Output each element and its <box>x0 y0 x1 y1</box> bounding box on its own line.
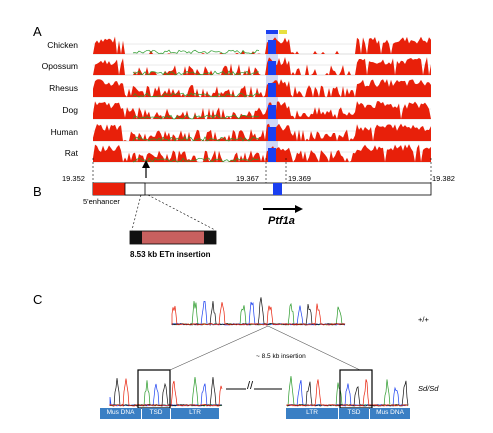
box-ltr-left <box>171 408 219 419</box>
chromatogram-trace <box>109 377 223 407</box>
panel-b-letter: B <box>33 184 42 199</box>
conservation-tracks <box>93 30 431 163</box>
conservation-profile-5 <box>93 144 431 162</box>
chromatograms <box>100 297 410 419</box>
panel-c-letter: C <box>33 292 43 307</box>
sequence-break-mark: // <box>246 380 255 392</box>
chromatogram-trace <box>286 380 409 407</box>
ptf1a-exon <box>273 183 282 195</box>
coord-start: 19.352 <box>62 174 85 183</box>
chromatogram-trace <box>171 297 346 326</box>
conservation-profile-4 <box>93 123 431 141</box>
locus-diagram <box>92 158 432 245</box>
panel-a-letter: A <box>33 24 42 39</box>
species-label-human: Human <box>50 127 78 137</box>
exon-conservation-5 <box>268 148 276 162</box>
conservation-profile-3 <box>93 101 431 119</box>
gene-direction-arrow <box>295 205 303 213</box>
coord-exon-start: 19.367 <box>236 174 259 183</box>
chromatogram-trace <box>287 376 409 407</box>
box-tsd-right <box>339 408 369 419</box>
chromatogram-trace <box>171 302 346 327</box>
chromatogram-trace <box>109 378 223 408</box>
box-mus-dna-left <box>100 408 141 419</box>
insertion-label: 8.53 kb ETn insertion <box>130 250 211 259</box>
box-label-ltr-left: LTR <box>189 409 201 416</box>
species-label-rat: Rat <box>64 148 78 158</box>
coord-end: 19.382 <box>432 174 455 183</box>
chromatogram-trace <box>286 379 409 407</box>
species-label-rhesus: Rhesus <box>49 83 78 93</box>
etn-insertion-box <box>129 230 217 245</box>
exon-marker <box>266 30 278 34</box>
insertion-size-note: ~ 8.5 kb insertion <box>256 353 306 360</box>
noncoding-signal-1 <box>132 70 260 76</box>
exon-conservation-1 <box>268 61 276 75</box>
exon-conservation-4 <box>268 127 276 141</box>
box-ltr-right <box>286 408 338 419</box>
tsd-highlight-left <box>137 369 171 409</box>
noncoding-signal-2 <box>132 92 260 98</box>
species-label-chicken: Chicken <box>47 40 78 50</box>
box-label-mus-dna-right: Mus DNA <box>376 409 404 416</box>
noncoding-signal-4 <box>132 136 260 142</box>
genotype-wt-label: +/+ <box>418 315 429 324</box>
conservation-profile-2 <box>93 79 431 97</box>
coord-exon-end: 19.369 <box>288 174 311 183</box>
conservation-profile-1 <box>93 57 431 75</box>
genotype-mut-label: Sd/Sd <box>418 384 439 393</box>
box-label-tsd-left: TSD <box>149 409 163 416</box>
exon-marker-yellow <box>279 30 287 34</box>
box-tsd-left <box>142 408 170 419</box>
exon-conservation-3 <box>268 105 276 119</box>
gene-label: Ptf1a <box>268 215 295 227</box>
chromatogram-trace <box>109 377 223 407</box>
enhancer-block <box>93 183 125 195</box>
conservation-profile-0 <box>93 36 431 54</box>
noncoding-signal-5 <box>132 157 260 163</box>
insertion-arrow <box>142 160 150 168</box>
exon-conservation-2 <box>268 83 276 97</box>
species-label-dog: Dog <box>62 105 78 115</box>
box-mus-dna-right <box>370 408 410 419</box>
box-label-mus-dna-left: Mus DNA <box>106 409 135 416</box>
enhancer-label: 5'enhancer <box>83 197 120 206</box>
box-label-tsd-right: TSD <box>347 409 361 416</box>
noncoding-signal-0 <box>132 49 260 55</box>
box-label-ltr-right: LTR <box>306 409 318 416</box>
species-label-opossum: Opossum <box>41 61 78 71</box>
noncoding-signal-3 <box>132 114 260 120</box>
exon-conservation-0 <box>268 40 276 54</box>
